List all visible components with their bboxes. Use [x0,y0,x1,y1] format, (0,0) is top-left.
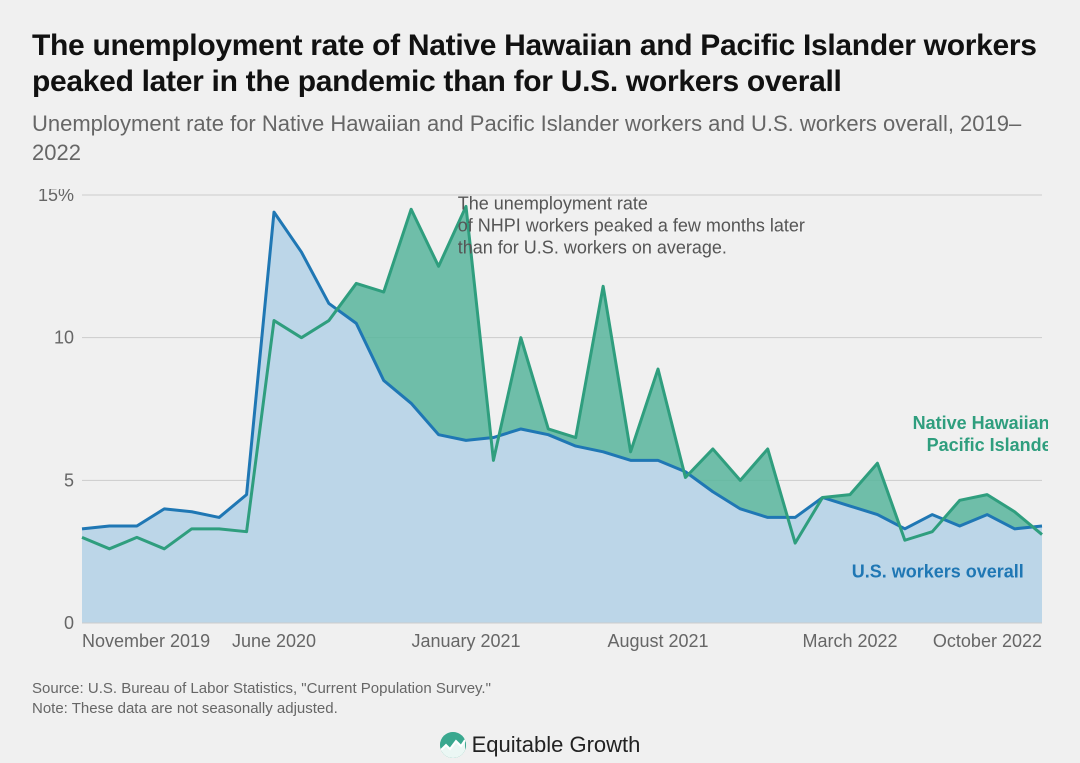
y-tick-label: 0 [64,613,74,633]
x-tick-label: October 2022 [933,631,1042,651]
nhpi-series-label-2: Pacific Islander [927,435,1048,455]
x-tick-label: August 2021 [607,631,708,651]
x-tick-label: January 2021 [411,631,520,651]
chart-annotation: than for U.S. workers on average. [458,237,727,257]
y-tick-label: 15% [38,189,74,205]
equitable-growth-icon [440,732,466,758]
source-note: Source: U.S. Bureau of Labor Statistics,… [32,679,1048,718]
chart-annotation: The unemployment rate [458,193,648,213]
chart-container: 0 5 10 15% November 2019 June 2020 January 202… [32,189,1048,659]
chart-subtitle: Unemployment rate for Native Hawaiian an… [32,110,1048,167]
footer: Equitable Growth [32,732,1048,763]
chart-title: The unemployment rate of Native Hawaiian… [32,28,1048,100]
unemployment-chart: 0 5 10 15% November 2019 June 2020 January 202… [32,189,1048,659]
chart-annotation: of NHPI workers peaked a few months late… [458,215,805,235]
x-tick-label: June 2020 [232,631,316,651]
brand-name: Equitable Growth [472,732,641,758]
x-tick-label: November 2019 [82,631,210,651]
y-tick-label: 10 [54,328,74,348]
brand-logo: Equitable Growth [440,732,641,758]
x-tick-label: March 2022 [802,631,897,651]
nhpi-series-label: Native Hawaiian or [913,413,1048,433]
source-line-2: Note: These data are not seasonally adju… [32,700,338,717]
y-tick-label: 5 [64,471,74,491]
source-line-1: Source: U.S. Bureau of Labor Statistics,… [32,680,491,697]
us-overall-series-label: U.S. workers overall [852,562,1024,582]
